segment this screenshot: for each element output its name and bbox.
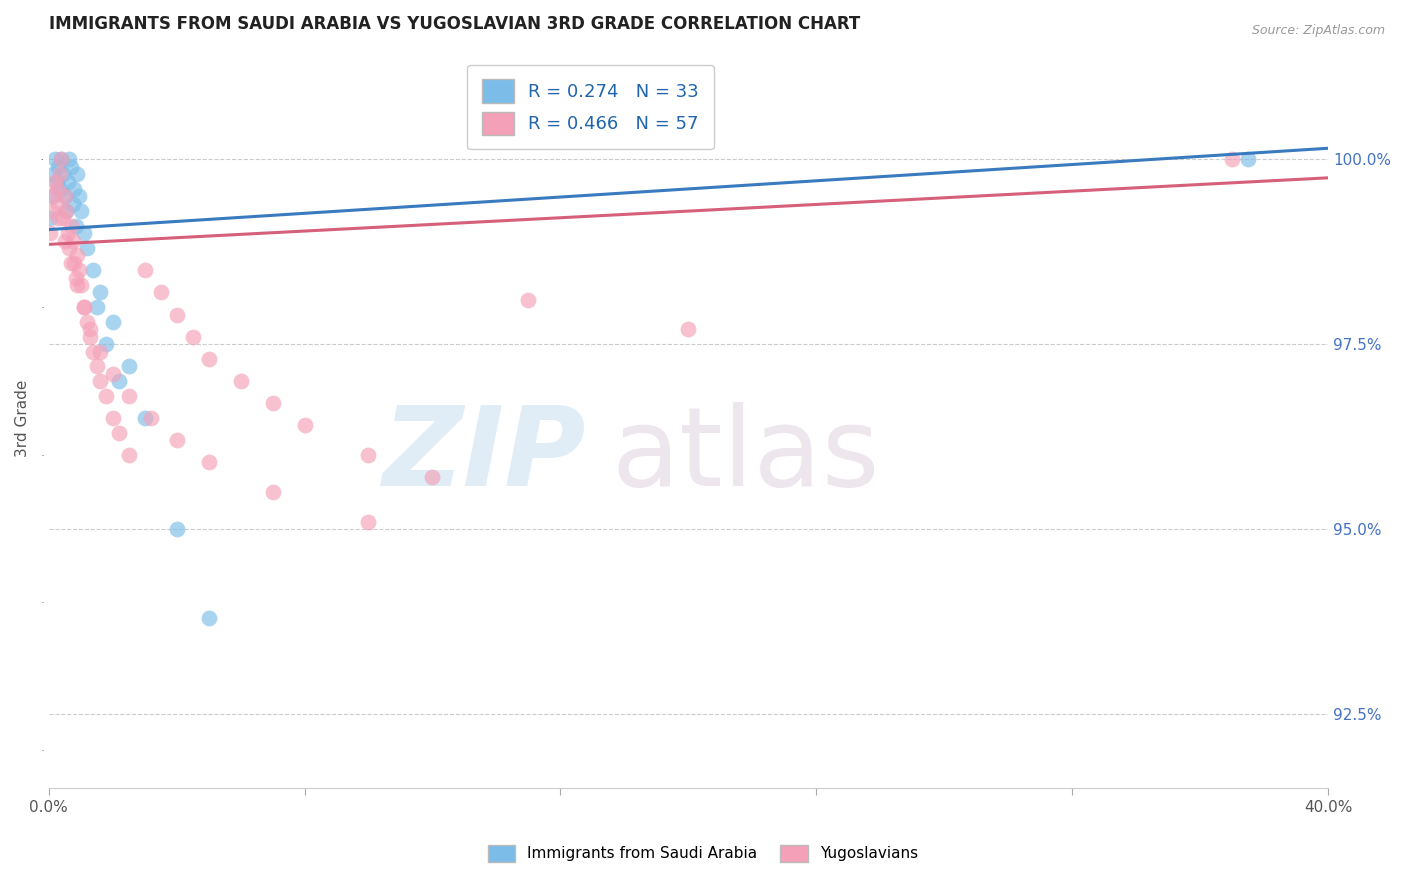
Point: [89, 285, 111, 300]
Point: [517, 293, 540, 307]
Point: [53, 189, 76, 203]
Text: Source: ZipAtlas.com: Source: ZipAtlas.com: [1251, 24, 1385, 37]
Point: [86, 300, 108, 314]
Point: [63, 182, 86, 196]
Point: [41, 189, 63, 203]
Point: [86, 359, 108, 374]
Point: [117, 359, 139, 374]
Y-axis label: 3rd Grade: 3rd Grade: [15, 379, 30, 457]
Point: [39, 227, 62, 241]
Point: [229, 374, 252, 388]
Point: [46, 211, 69, 226]
Point: [45, 182, 67, 196]
Point: [45, 174, 67, 188]
Point: [79, 330, 101, 344]
Point: [69, 204, 91, 219]
Point: [1220, 153, 1243, 167]
Point: [49, 182, 72, 196]
Point: [79, 322, 101, 336]
Point: [51, 153, 73, 167]
Point: [149, 285, 172, 300]
Point: [58, 241, 80, 255]
Point: [52, 211, 75, 226]
Point: [62, 196, 84, 211]
Point: [53, 234, 76, 248]
Point: [166, 434, 188, 448]
Point: [46, 160, 69, 174]
Point: [197, 611, 219, 625]
Point: [55, 204, 77, 219]
Point: [66, 278, 89, 293]
Point: [67, 263, 90, 277]
Point: [44, 174, 66, 188]
Legend: Immigrants from Saudi Arabia, Yugoslavians: Immigrants from Saudi Arabia, Yugoslavia…: [482, 838, 924, 868]
Point: [66, 248, 89, 262]
Point: [101, 367, 124, 381]
Text: IMMIGRANTS FROM SAUDI ARABIA VS YUGOSLAVIAN 3RD GRADE CORRELATION CHART: IMMIGRANTS FROM SAUDI ARABIA VS YUGOSLAV…: [49, 15, 860, 33]
Point: [62, 234, 84, 248]
Point: [59, 219, 82, 233]
Point: [108, 425, 131, 440]
Point: [59, 256, 82, 270]
Point: [65, 219, 87, 233]
Point: [262, 485, 284, 500]
Point: [39, 211, 62, 226]
Point: [117, 389, 139, 403]
Point: [73, 300, 96, 314]
Point: [422, 470, 444, 484]
Point: [101, 411, 124, 425]
Point: [89, 344, 111, 359]
Point: [1237, 153, 1260, 167]
Point: [678, 322, 700, 336]
Point: [59, 160, 82, 174]
Point: [139, 411, 162, 425]
Point: [134, 263, 156, 277]
Point: [41, 204, 63, 219]
Point: [49, 167, 72, 181]
Point: [117, 448, 139, 462]
Legend: R = 0.274   N = 33, R = 0.466   N = 57: R = 0.274 N = 33, R = 0.466 N = 57: [467, 65, 714, 149]
Point: [166, 308, 188, 322]
Point: [82, 263, 104, 277]
Point: [166, 522, 188, 536]
Point: [262, 396, 284, 410]
Point: [58, 153, 80, 167]
Point: [96, 389, 118, 403]
Point: [357, 448, 380, 462]
Point: [69, 278, 91, 293]
Point: [73, 300, 96, 314]
Point: [76, 315, 98, 329]
Point: [76, 241, 98, 255]
Point: [46, 196, 69, 211]
Point: [73, 227, 96, 241]
Point: [53, 189, 76, 203]
Point: [181, 330, 204, 344]
Point: [42, 189, 65, 203]
Point: [67, 189, 90, 203]
Point: [65, 270, 87, 285]
Point: [101, 315, 124, 329]
Point: [197, 351, 219, 366]
Point: [357, 515, 380, 529]
Point: [66, 167, 89, 181]
Point: [55, 204, 77, 219]
Point: [52, 167, 75, 181]
Point: [63, 256, 86, 270]
Point: [108, 374, 131, 388]
Point: [51, 153, 73, 167]
Point: [42, 167, 65, 181]
Text: atlas: atlas: [612, 401, 880, 508]
Point: [56, 174, 79, 188]
Point: [96, 337, 118, 351]
Point: [44, 153, 66, 167]
Point: [56, 227, 79, 241]
Point: [134, 411, 156, 425]
Text: ZIP: ZIP: [382, 401, 586, 508]
Point: [82, 344, 104, 359]
Point: [294, 418, 316, 433]
Point: [89, 374, 111, 388]
Point: [197, 455, 219, 469]
